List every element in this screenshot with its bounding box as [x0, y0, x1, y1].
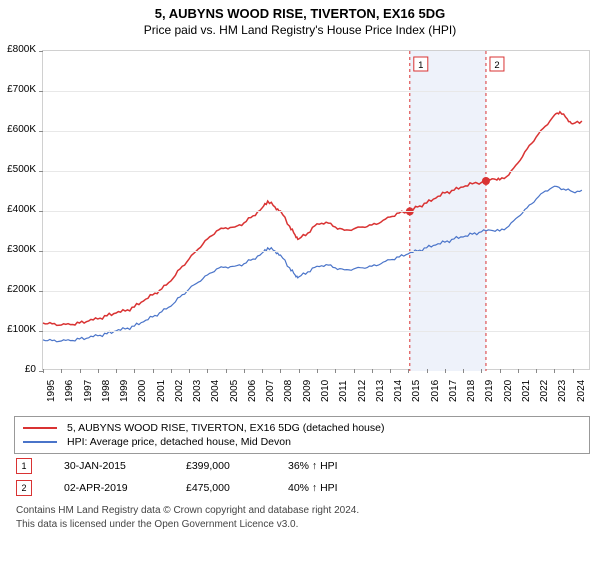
svg-text:2: 2 — [494, 60, 499, 71]
x-axis-label: 2024 — [576, 380, 587, 402]
legend-swatch — [23, 441, 57, 443]
sale-pct: 40% ↑ HPI — [288, 482, 378, 494]
x-axis-label: 2020 — [503, 380, 514, 402]
sale-price: £475,000 — [186, 482, 256, 494]
sale-pct: 36% ↑ HPI — [288, 460, 378, 472]
legend-row: 5, AUBYNS WOOD RISE, TIVERTON, EX16 5DG … — [23, 421, 581, 435]
legend-row: HPI: Average price, detached house, Mid … — [23, 435, 581, 449]
sale-marker: 1 — [16, 458, 32, 474]
x-axis-label: 2022 — [539, 380, 550, 402]
y-axis-label: £600K — [7, 124, 36, 135]
x-axis-label: 1999 — [119, 380, 130, 402]
y-axis-label: £0 — [25, 364, 36, 375]
sale-row: 1 30-JAN-2015 £399,000 36% ↑ HPI — [14, 454, 590, 476]
x-axis-label: 2019 — [484, 380, 495, 402]
footer-line1: Contains HM Land Registry data © Crown c… — [16, 504, 588, 518]
x-axis-label: 2009 — [302, 380, 313, 402]
legend-swatch — [23, 427, 57, 429]
x-axis-label: 2023 — [557, 380, 568, 402]
svg-text:1: 1 — [418, 60, 423, 71]
x-axis-label: 2013 — [375, 380, 386, 402]
x-axis-label: 2006 — [247, 380, 258, 402]
x-axis-label: 2005 — [229, 380, 240, 402]
y-axis-label: £400K — [7, 204, 36, 215]
legend-label: HPI: Average price, detached house, Mid … — [67, 436, 291, 448]
y-axis-label: £500K — [7, 164, 36, 175]
chart-title: 5, AUBYNS WOOD RISE, TIVERTON, EX16 5DG — [0, 6, 600, 21]
y-axis-label: £100K — [7, 324, 36, 335]
chart-subtitle: Price paid vs. HM Land Registry's House … — [0, 23, 600, 37]
x-axis-label: 2000 — [137, 380, 148, 402]
x-axis-label: 2015 — [411, 380, 422, 402]
x-axis-label: 2008 — [283, 380, 294, 402]
x-axis-label: 1998 — [101, 380, 112, 402]
y-axis-label: £300K — [7, 244, 36, 255]
x-axis-label: 2002 — [174, 380, 185, 402]
chart-area: 12 — [42, 50, 590, 370]
x-axis-label: 2007 — [265, 380, 276, 402]
sale-marker: 2 — [16, 480, 32, 496]
x-axis-label: 2001 — [156, 380, 167, 402]
sale-date: 02-APR-2019 — [64, 482, 154, 494]
x-axis-label: 2003 — [192, 380, 203, 402]
sale-price: £399,000 — [186, 460, 256, 472]
x-axis-label: 1997 — [83, 380, 94, 402]
x-axis-label: 2017 — [448, 380, 459, 402]
x-axis-label: 2018 — [466, 380, 477, 402]
sale-date: 30-JAN-2015 — [64, 460, 154, 472]
footer-line2: This data is licensed under the Open Gov… — [16, 518, 588, 532]
sale-row: 2 02-APR-2019 £475,000 40% ↑ HPI — [14, 476, 590, 498]
y-axis-label: £800K — [7, 44, 36, 55]
x-axis-label: 2014 — [393, 380, 404, 402]
x-axis-label: 1996 — [64, 380, 75, 402]
x-axis-label: 2016 — [430, 380, 441, 402]
footer-attribution: Contains HM Land Registry data © Crown c… — [14, 498, 590, 531]
legend-box: 5, AUBYNS WOOD RISE, TIVERTON, EX16 5DG … — [14, 416, 590, 454]
y-axis-label: £200K — [7, 284, 36, 295]
x-axis-label: 2011 — [338, 380, 349, 402]
legend-label: 5, AUBYNS WOOD RISE, TIVERTON, EX16 5DG … — [67, 422, 384, 434]
x-axis-label: 2021 — [521, 380, 532, 402]
x-axis-label: 2004 — [210, 380, 221, 402]
x-axis-label: 2012 — [357, 380, 368, 402]
sales-list: 1 30-JAN-2015 £399,000 36% ↑ HPI 2 02-APR-201… — [14, 454, 590, 498]
y-axis-label: £700K — [7, 84, 36, 95]
x-axis-label: 1995 — [46, 380, 57, 402]
x-axis-label: 2010 — [320, 380, 331, 402]
